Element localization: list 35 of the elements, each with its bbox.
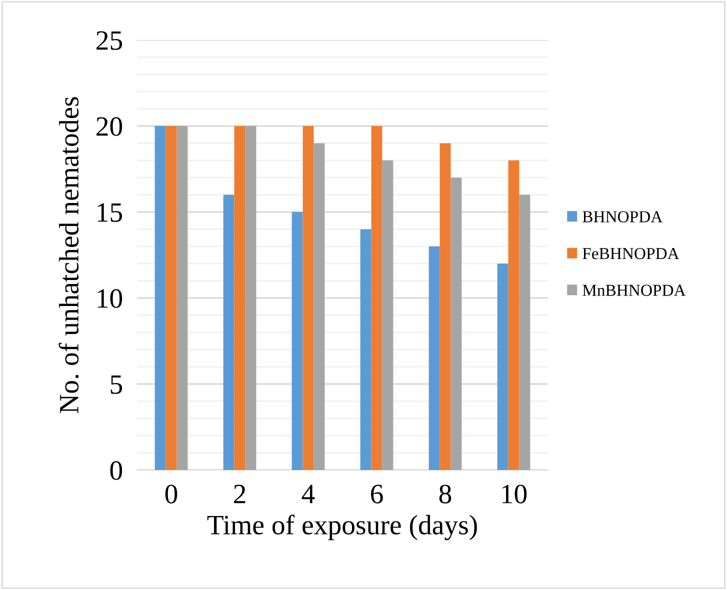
y-axis-title: No. of unhatched nematodes — [58, 97, 79, 414]
legend-label: FeBHNOPDA — [582, 248, 680, 260]
y-tick-label: 10 — [98, 289, 122, 308]
y-tick-label: 5 — [110, 375, 122, 394]
x-tick-label: 4 — [302, 484, 315, 504]
bar — [302, 126, 314, 470]
bar — [428, 246, 440, 470]
bar — [166, 126, 177, 470]
y-tick-label: 20 — [96, 117, 122, 136]
bar — [440, 143, 451, 470]
x-tick-label: 2 — [234, 484, 246, 504]
y-tick-label: 25 — [96, 31, 122, 50]
bar — [508, 160, 520, 470]
x-tick-label: 0 — [165, 484, 178, 504]
bar — [382, 160, 394, 470]
bar — [450, 178, 462, 470]
bar — [176, 126, 188, 470]
x-tick-label: 6 — [371, 484, 383, 504]
bar — [519, 194, 530, 470]
x-axis-title: Time of exposure (days) — [207, 514, 477, 540]
bar — [360, 229, 372, 470]
y-tick-label: 0 — [110, 461, 122, 480]
legend-label: MnBHNOPDA — [582, 284, 686, 296]
bar — [223, 194, 234, 470]
legend-label: BHNOPDA — [582, 211, 663, 222]
x-tick-label: 8 — [439, 484, 452, 504]
bar — [497, 264, 508, 470]
bar — [314, 143, 325, 470]
y-tick-label: 15 — [98, 203, 122, 222]
bar — [154, 126, 166, 470]
bar — [245, 126, 256, 470]
bar — [292, 212, 303, 470]
bar — [371, 126, 382, 470]
bar — [234, 126, 246, 470]
x-tick-label: 10 — [502, 484, 527, 504]
